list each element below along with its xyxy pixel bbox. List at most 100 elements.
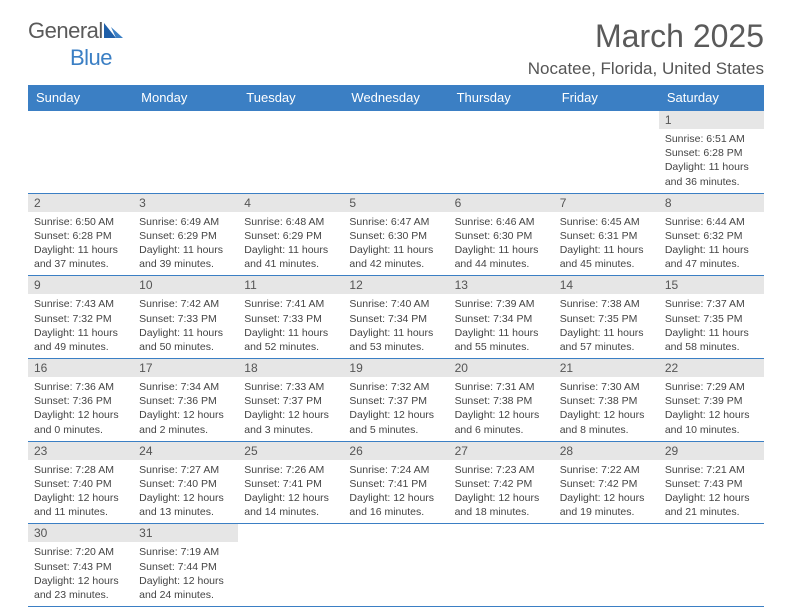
calendar-day-cell — [343, 524, 448, 607]
calendar-day-cell — [554, 111, 659, 194]
day-number: 4 — [238, 194, 343, 212]
calendar-day-cell: 12 Sunrise: 7:40 AMSunset: 7:34 PMDayligh… — [343, 276, 448, 359]
weekday-header: Friday — [554, 85, 659, 111]
day-info: Sunrise: 7:21 AMSunset: 7:43 PMDaylight:… — [665, 463, 758, 520]
calendar-day-cell: 1 Sunrise: 6:51 AMSunset: 6:28 PMDaylight… — [659, 111, 764, 194]
day-info: Sunrise: 6:49 AMSunset: 6:29 PMDaylight:… — [139, 215, 232, 272]
day-info: Sunrise: 7:24 AMSunset: 7:41 PMDaylight:… — [349, 463, 442, 520]
weekday-header: Saturday — [659, 85, 764, 111]
day-info: Sunrise: 7:39 AMSunset: 7:34 PMDaylight:… — [455, 297, 548, 354]
calendar-day-cell: 13Sunrise: 7:39 AMSunset: 7:34 PMDayligh… — [449, 276, 554, 359]
day-info: Sunrise: 7:22 AMSunset: 7:42 PMDaylight:… — [560, 463, 653, 520]
day-number: 3 — [133, 194, 238, 212]
day-info: Sunrise: 7:40 AMSunset: 7:34 PMDaylight:… — [349, 297, 442, 354]
calendar-day-cell: 15 Sunrise: 7:37 AMSunset: 7:35 PMDayligh… — [659, 276, 764, 359]
day-number: 2 — [28, 194, 133, 212]
day-number: 17 — [133, 359, 238, 377]
logo-word-b: Blue — [70, 45, 112, 70]
day-info: Sunrise: 7:43 AMSunset: 7:32 PMDaylight:… — [34, 297, 127, 354]
day-number: 11 — [238, 276, 343, 294]
day-info: Sunrise: 6:48 AMSunset: 6:29 PMDaylight:… — [244, 215, 337, 272]
calendar-week-row: 1 Sunrise: 6:51 AMSunset: 6:28 PMDaylight… — [28, 111, 764, 194]
calendar-day-cell — [28, 111, 133, 194]
calendar-day-cell: 26Sunrise: 7:24 AMSunset: 7:41 PMDayligh… — [343, 441, 448, 524]
calendar-day-cell — [449, 524, 554, 607]
calendar-day-cell: 28 Sunrise: 7:22 AMSunset: 7:42 PMDayligh… — [554, 441, 659, 524]
day-number: 9 — [28, 276, 133, 294]
calendar-day-cell: 27 Sunrise: 7:23 AMSunset: 7:42 PMDayligh… — [449, 441, 554, 524]
day-number: 6 — [449, 194, 554, 212]
calendar-day-cell — [554, 524, 659, 607]
day-number: 25 — [238, 442, 343, 460]
day-info: Sunrise: 6:46 AMSunset: 6:30 PMDaylight:… — [455, 215, 548, 272]
calendar-day-cell — [238, 524, 343, 607]
calendar-table: SundayMondayTuesdayWednesdayThursdayFrid… — [28, 85, 764, 607]
day-info: Sunrise: 7:42 AMSunset: 7:33 PMDaylight:… — [139, 297, 232, 354]
calendar-day-cell: 3 Sunrise: 6:49 AMSunset: 6:29 PMDaylight… — [133, 193, 238, 276]
calendar-day-cell: 7Sunrise: 6:45 AMSunset: 6:31 PMDaylight… — [554, 193, 659, 276]
calendar-day-cell: 17Sunrise: 7:34 AMSunset: 7:36 PMDayligh… — [133, 359, 238, 442]
day-info: Sunrise: 6:47 AMSunset: 6:30 PMDaylight:… — [349, 215, 442, 272]
calendar-day-cell: 11 Sunrise: 7:41 AMSunset: 7:33 PMDayligh… — [238, 276, 343, 359]
calendar-day-cell: 20Sunrise: 7:31 AMSunset: 7:38 PMDayligh… — [449, 359, 554, 442]
calendar-day-cell: 19Sunrise: 7:32 AMSunset: 7:37 PMDayligh… — [343, 359, 448, 442]
day-info: Sunrise: 6:51 AMSunset: 6:28 PMDaylight:… — [665, 132, 758, 189]
calendar-week-row: 30Sunrise: 7:20 AMSunset: 7:43 PMDayligh… — [28, 524, 764, 607]
weekday-header: Sunday — [28, 85, 133, 111]
day-number: 1 — [659, 111, 764, 129]
day-number: 8 — [659, 194, 764, 212]
day-number: 22 — [659, 359, 764, 377]
weekday-header: Monday — [133, 85, 238, 111]
day-number: 29 — [659, 442, 764, 460]
day-number: 30 — [28, 524, 133, 542]
day-info: Sunrise: 7:37 AMSunset: 7:35 PMDaylight:… — [665, 297, 758, 354]
calendar-day-cell: 16 Sunrise: 7:36 AMSunset: 7:36 PMDayligh… — [28, 359, 133, 442]
month-title: March 2025 — [528, 18, 764, 55]
location: Nocatee, Florida, United States — [528, 59, 764, 79]
logo: GeneralBlue — [28, 18, 125, 71]
day-info: Sunrise: 7:32 AMSunset: 7:37 PMDaylight:… — [349, 380, 442, 437]
day-info: Sunrise: 6:45 AMSunset: 6:31 PMDaylight:… — [560, 215, 653, 272]
day-info: Sunrise: 6:50 AMSunset: 6:28 PMDaylight:… — [34, 215, 127, 272]
calendar-day-cell: 2 Sunrise: 6:50 AMSunset: 6:28 PMDaylight… — [28, 193, 133, 276]
calendar-day-cell: 24Sunrise: 7:27 AMSunset: 7:40 PMDayligh… — [133, 441, 238, 524]
calendar-day-cell — [133, 111, 238, 194]
logo-word-a: General — [28, 18, 103, 43]
day-number: 23 — [28, 442, 133, 460]
day-info: Sunrise: 6:44 AMSunset: 6:32 PMDaylight:… — [665, 215, 758, 272]
title-block: March 2025 Nocatee, Florida, United Stat… — [528, 18, 764, 79]
day-number: 27 — [449, 442, 554, 460]
day-number: 10 — [133, 276, 238, 294]
calendar-day-cell: 25 Sunrise: 7:26 AMSunset: 7:41 PMDayligh… — [238, 441, 343, 524]
logo-text: GeneralBlue — [28, 18, 125, 71]
day-number: 5 — [343, 194, 448, 212]
weekday-header: Thursday — [449, 85, 554, 111]
day-number: 16 — [28, 359, 133, 377]
day-number: 28 — [554, 442, 659, 460]
day-info: Sunrise: 7:38 AMSunset: 7:35 PMDaylight:… — [560, 297, 653, 354]
calendar-day-cell: 31Sunrise: 7:19 AMSunset: 7:44 PMDayligh… — [133, 524, 238, 607]
day-info: Sunrise: 7:33 AMSunset: 7:37 PMDaylight:… — [244, 380, 337, 437]
day-info: Sunrise: 7:36 AMSunset: 7:36 PMDaylight:… — [34, 380, 127, 437]
calendar-day-cell: 4 Sunrise: 6:48 AMSunset: 6:29 PMDaylight… — [238, 193, 343, 276]
day-number: 14 — [554, 276, 659, 294]
day-info: Sunrise: 7:41 AMSunset: 7:33 PMDaylight:… — [244, 297, 337, 354]
header: GeneralBlue March 2025 Nocatee, Florida,… — [28, 18, 764, 79]
day-info: Sunrise: 7:26 AMSunset: 7:41 PMDaylight:… — [244, 463, 337, 520]
calendar-day-cell: 29 Sunrise: 7:21 AMSunset: 7:43 PMDayligh… — [659, 441, 764, 524]
calendar-body: 1 Sunrise: 6:51 AMSunset: 6:28 PMDaylight… — [28, 111, 764, 607]
calendar-day-cell: 9 Sunrise: 7:43 AMSunset: 7:32 PMDaylight… — [28, 276, 133, 359]
calendar-day-cell: 18 Sunrise: 7:33 AMSunset: 7:37 PMDayligh… — [238, 359, 343, 442]
day-number: 12 — [343, 276, 448, 294]
day-number: 18 — [238, 359, 343, 377]
day-info: Sunrise: 7:23 AMSunset: 7:42 PMDaylight:… — [455, 463, 548, 520]
day-info: Sunrise: 7:29 AMSunset: 7:39 PMDaylight:… — [665, 380, 758, 437]
weekday-header: Wednesday — [343, 85, 448, 111]
calendar-day-cell — [449, 111, 554, 194]
calendar-week-row: 2 Sunrise: 6:50 AMSunset: 6:28 PMDaylight… — [28, 193, 764, 276]
calendar-day-cell — [659, 524, 764, 607]
calendar-week-row: 9 Sunrise: 7:43 AMSunset: 7:32 PMDaylight… — [28, 276, 764, 359]
day-number: 15 — [659, 276, 764, 294]
calendar-day-cell: 21Sunrise: 7:30 AMSunset: 7:38 PMDayligh… — [554, 359, 659, 442]
calendar-day-cell: 23Sunrise: 7:28 AMSunset: 7:40 PMDayligh… — [28, 441, 133, 524]
